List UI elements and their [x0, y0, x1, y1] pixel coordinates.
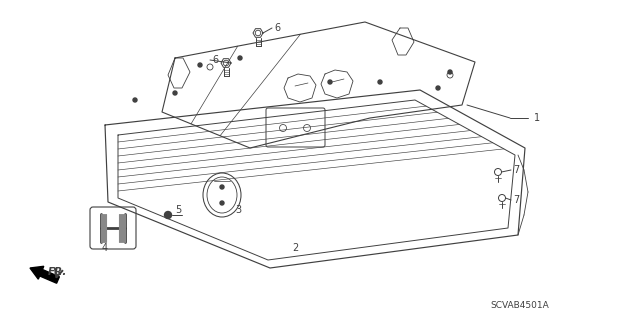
Circle shape — [173, 91, 177, 95]
Circle shape — [448, 70, 452, 74]
Circle shape — [238, 56, 242, 60]
Text: SCVAB4501A: SCVAB4501A — [490, 301, 548, 310]
Circle shape — [164, 211, 172, 219]
Text: FR.: FR. — [48, 267, 67, 277]
Text: 7: 7 — [513, 165, 519, 175]
FancyArrow shape — [30, 266, 60, 283]
Text: 2: 2 — [292, 243, 298, 253]
Text: 1: 1 — [534, 113, 540, 123]
Text: 4: 4 — [102, 243, 108, 253]
Circle shape — [220, 201, 224, 205]
Text: 7: 7 — [513, 195, 519, 205]
Text: 6: 6 — [212, 55, 218, 65]
Circle shape — [198, 63, 202, 67]
Text: 5: 5 — [175, 205, 181, 215]
Text: 3: 3 — [235, 205, 241, 215]
Circle shape — [133, 98, 137, 102]
Circle shape — [378, 80, 382, 84]
Circle shape — [328, 80, 332, 84]
Circle shape — [220, 185, 224, 189]
Text: 6: 6 — [274, 23, 280, 33]
Circle shape — [436, 86, 440, 90]
